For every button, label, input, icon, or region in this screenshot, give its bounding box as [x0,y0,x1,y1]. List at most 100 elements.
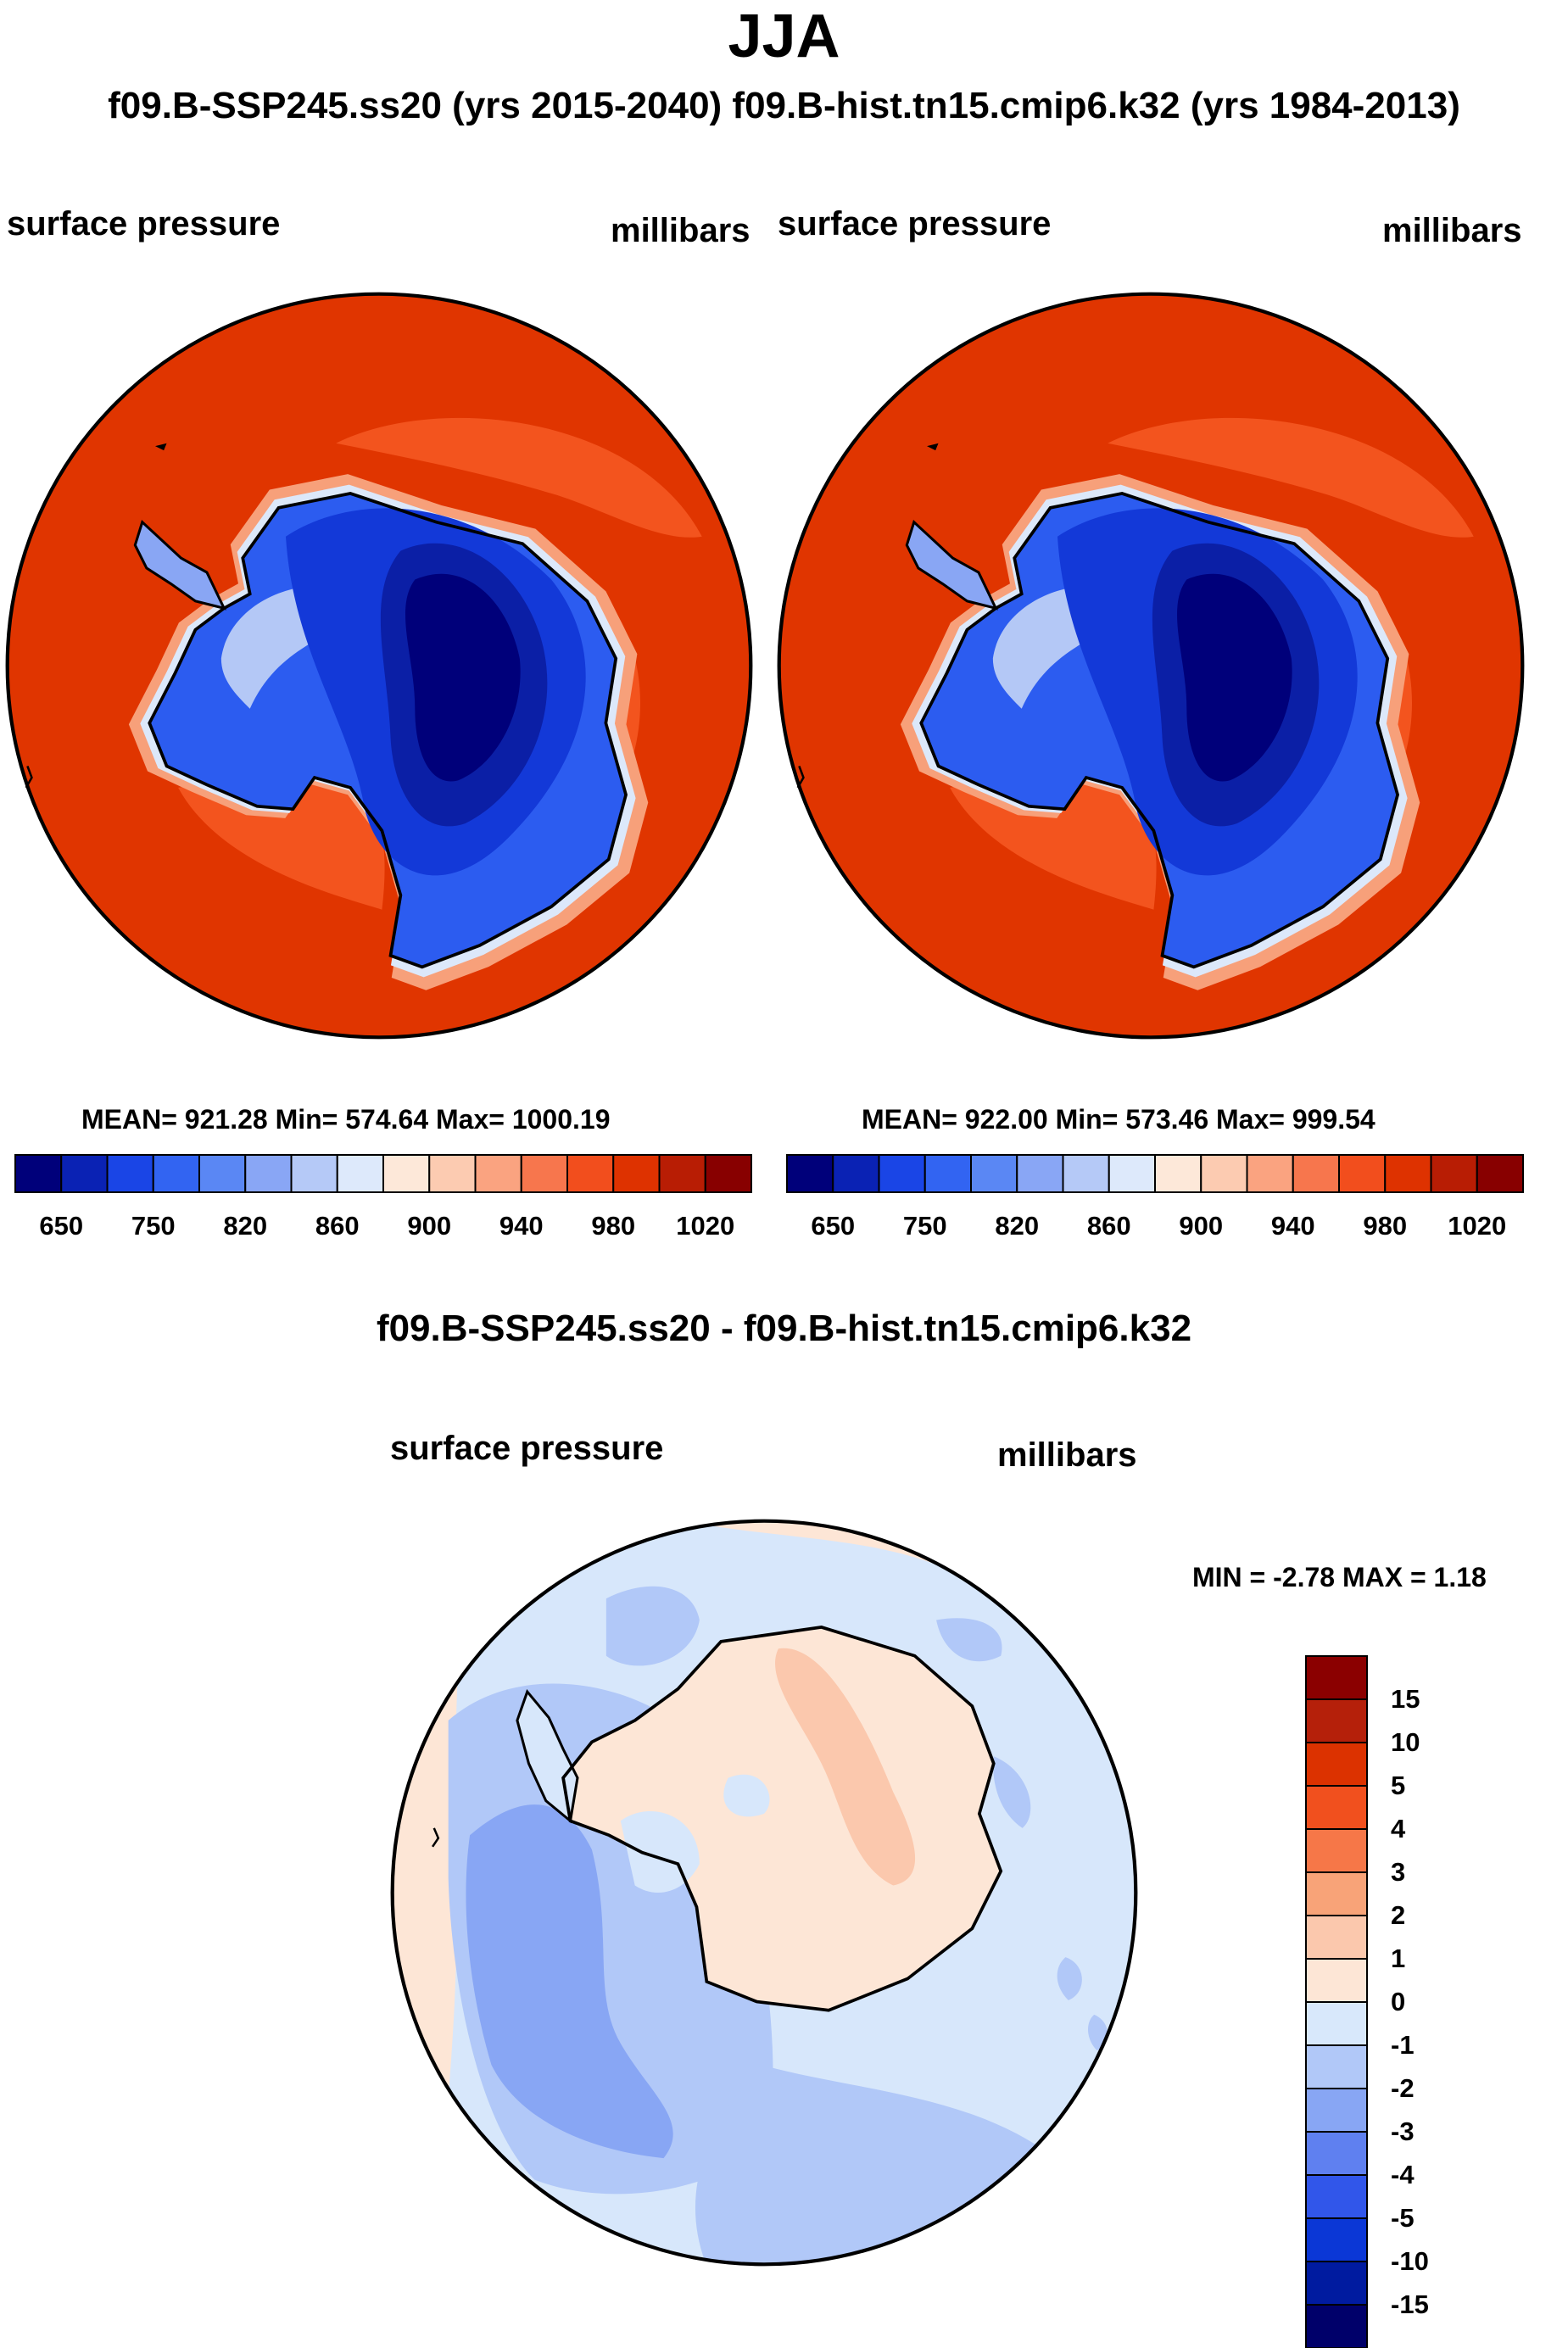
diff-colorbar-box [1305,1828,1368,1873]
panel2-colorbar-box [832,1154,880,1193]
panel2-colorbar-tick-label: 980 [1363,1211,1408,1241]
panel1-colorbar-box [658,1154,706,1193]
diff-colorbar-box [1305,2001,1368,2046]
diff-negative-region [936,1618,1002,1662]
panel2-colorbar-tick-label: 820 [995,1211,1040,1241]
diff-colorbar-tick-label: 5 [1391,1771,1406,1800]
diff-colorbar-tick-label: -3 [1391,2117,1415,2146]
panel2-colorbar-box [924,1154,972,1193]
panel1-colorbar-box [566,1154,615,1193]
diff-colorbar-tick-label: 2 [1391,1900,1406,1930]
panel2-colorbar-tick-label: 650 [811,1211,856,1241]
diff-stats: MIN = -2.78 MAX = 1.18 [1192,1562,1487,1592]
panel2-colorbar [786,1154,1524,1193]
diff-field-label: surface pressure [390,1430,664,1467]
panel2-high-region [1108,417,1474,538]
diff-colorbar-tick-label: 4 [1391,1814,1406,1843]
panel2-stats: MEAN= 922.00 Min= 573.46 Max= 999.54 [862,1104,1375,1135]
panel2-colorbar-box [1292,1154,1340,1193]
diff-colorbar-box [1305,2131,1368,2176]
diff-colorbar-box [1305,2174,1368,2219]
diff-colorbar-box [1305,1958,1368,2003]
diff-colorbar-box [1305,2217,1368,2262]
diff-negative-region [1087,2014,1108,2051]
panel1-colorbar-box [106,1154,154,1193]
panel1-colorbar-box [428,1154,477,1193]
diff-colorbar-tick-label: 1 [1391,1944,1406,1973]
panel2-colorbar-tick-label: 860 [1086,1211,1131,1241]
panel2-polar-map [777,292,1525,1040]
diff-positive-region [392,1520,459,2265]
panel2-map-border [777,292,1525,1040]
page-title: JJA [728,3,840,70]
panel1-colorbar-box [14,1154,63,1193]
diff-island [516,1588,527,1598]
panel2-colorbar-box [1338,1154,1387,1193]
panel1-colorbar-box [244,1154,293,1193]
diff-zero-region [723,1774,770,1817]
diff-colorbar-tick-label: 15 [1391,1684,1420,1714]
panel1-map-border [5,292,753,1040]
panel2-colorbar-tick-label: 750 [902,1211,947,1241]
diff-colorbar-tick-label: -15 [1391,2289,1429,2319]
panel1-units-label: millibars [611,212,751,249]
panel1-colorbar-box [520,1154,568,1193]
panel1-colorbar-box [382,1154,431,1193]
diff-colorbar-box [1305,1871,1368,1916]
panel2-colorbar-box [1384,1154,1432,1193]
panel2-field-label: surface pressure [778,205,1052,243]
diff-colorbar-tick-label: 10 [1391,1727,1420,1757]
diff-negative-region [1057,1957,1082,2000]
panel1-stats: MEAN= 921.28 Min= 574.64 Max= 1000.19 [81,1104,611,1135]
panel1-high-region [336,417,702,538]
panel1-colorbar-tick-label: 750 [131,1211,176,1241]
panel1-low-region [405,573,521,782]
diff-colorbar-box [1305,2044,1368,2089]
panel1-field-label: surface pressure [7,205,281,243]
diff-polar-map [390,1519,1138,2267]
panel1-colorbar-tick-label: 940 [499,1211,544,1241]
panel1-colorbar-tick-label: 860 [315,1211,360,1241]
panel2-colorbar-box [1476,1154,1524,1193]
panel2-island [927,443,939,451]
panel1-colorbar [14,1154,752,1193]
panel1-colorbar-box [60,1154,109,1193]
panel1-colorbar-box [612,1154,661,1193]
panel1-colorbar-tick-label: 650 [39,1211,84,1241]
panel2-colorbar-box [1246,1154,1294,1193]
panel2-colorbar-tick-label: 1020 [1448,1211,1507,1241]
diff-colorbar-box [1305,1742,1368,1787]
panel1-colorbar-box [704,1154,752,1193]
panel2-colorbar-box [878,1154,926,1193]
diff-positive-core [775,1648,916,1886]
panel1-colorbar-tick-label: 1020 [676,1211,735,1241]
panel2-colorbar-box [1430,1154,1478,1193]
diff-coastline [432,1827,440,1848]
diff-map-border [390,1519,1138,2267]
diff-colorbar-tick-label: 3 [1391,1857,1406,1887]
diff-units-label: millibars [997,1436,1137,1474]
panel1-colorbar-tick-label: 980 [591,1211,636,1241]
panel1-colorbar-box [152,1154,200,1193]
diff-colorbar-box [1305,2088,1368,2133]
diff-colorbar-box [1305,1655,1368,1700]
panel2-colorbar-box [1200,1154,1248,1193]
diff-negative-region [993,1756,1031,1828]
diff-negative-region [605,1586,700,1666]
diff-zero-region [620,1810,700,1893]
diff-colorbar-tick-label: -10 [1391,2246,1429,2276]
subtitle: f09.B-SSP245.ss20 (yrs 2015-2040) f09.B-… [108,85,1460,126]
diff-colorbar-tick-label: -2 [1391,2073,1415,2103]
diff-colorbar [1305,1655,1368,2348]
panel1-island [155,443,167,451]
panel1-colorbar-box [336,1154,384,1193]
panel2-colorbar-box [786,1154,834,1193]
panel2-colorbar-box [1016,1154,1064,1193]
diff-colorbar-box [1305,1915,1368,1960]
panel1-colorbar-tick-label: 820 [223,1211,268,1241]
panel1-colorbar-box [198,1154,247,1193]
diff-colorbar-box [1305,1785,1368,1830]
panel2-colorbar-box [970,1154,1018,1193]
panel1-colorbar-box [474,1154,522,1193]
panel2-colorbar-box [1154,1154,1203,1193]
